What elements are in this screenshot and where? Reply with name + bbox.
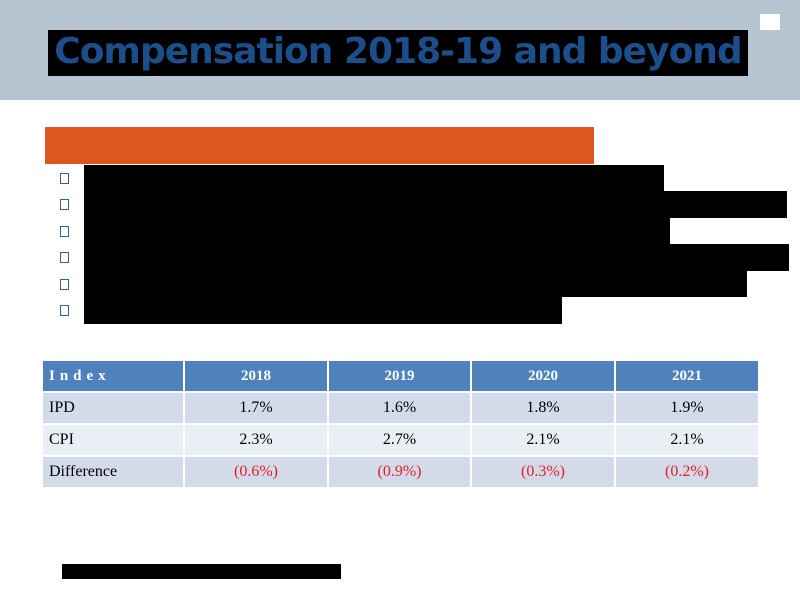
corner-box (760, 14, 780, 30)
row-label: CPI (43, 425, 183, 455)
table-header-row: Index 2018 2019 2020 2021 (43, 361, 758, 391)
table-cell-negative: (0.6%) (185, 457, 327, 487)
bullet-box-icon (59, 278, 69, 290)
table-cell-negative: (0.2%) (616, 457, 758, 487)
table-cell: 1.6% (329, 393, 470, 423)
table-cell: 2.7% (329, 425, 470, 455)
table-cell-negative: (0.3%) (472, 457, 614, 487)
column-header-year: 2019 (329, 361, 470, 391)
table-cell: 1.7% (185, 393, 327, 423)
redacted-text (84, 218, 670, 244)
slide-title: Compensation 2018-19 and beyond (54, 31, 742, 72)
redacted-text (84, 297, 562, 324)
title-box: Compensation 2018-19 and beyond (48, 30, 748, 76)
bullet-box-icon (59, 251, 69, 263)
column-header-year: 2020 (472, 361, 614, 391)
redacted-text (84, 271, 747, 297)
table-cell-negative: (0.9%) (329, 457, 470, 487)
bullet-box-icon (59, 172, 69, 184)
bullet-box-icon (59, 225, 69, 237)
section-heading-bar (45, 127, 594, 164)
redacted-text (84, 244, 789, 271)
column-header-year: 2021 (616, 361, 758, 391)
table-row: CPI 2.3% 2.7% 2.1% 2.1% (43, 425, 758, 455)
table-cell: 2.1% (472, 425, 614, 455)
bullet-box-icon (59, 304, 69, 316)
bullet-box-icon (59, 198, 69, 210)
column-header-index: Index (43, 361, 183, 391)
index-comparison-table: Index 2018 2019 2020 2021 IPD 1.7% 1.6% … (41, 359, 760, 489)
column-header-year: 2018 (185, 361, 327, 391)
redacted-text (84, 191, 787, 218)
table-row: IPD 1.7% 1.6% 1.8% 1.9% (43, 393, 758, 423)
redacted-footnote (62, 564, 341, 579)
table-cell: 2.3% (185, 425, 327, 455)
table-cell: 2.1% (616, 425, 758, 455)
table-row: Difference (0.6%) (0.9%) (0.3%) (0.2%) (43, 457, 758, 487)
redacted-text (84, 165, 664, 191)
table-cell: 1.9% (616, 393, 758, 423)
row-label: IPD (43, 393, 183, 423)
table-cell: 1.8% (472, 393, 614, 423)
row-label: Difference (43, 457, 183, 487)
